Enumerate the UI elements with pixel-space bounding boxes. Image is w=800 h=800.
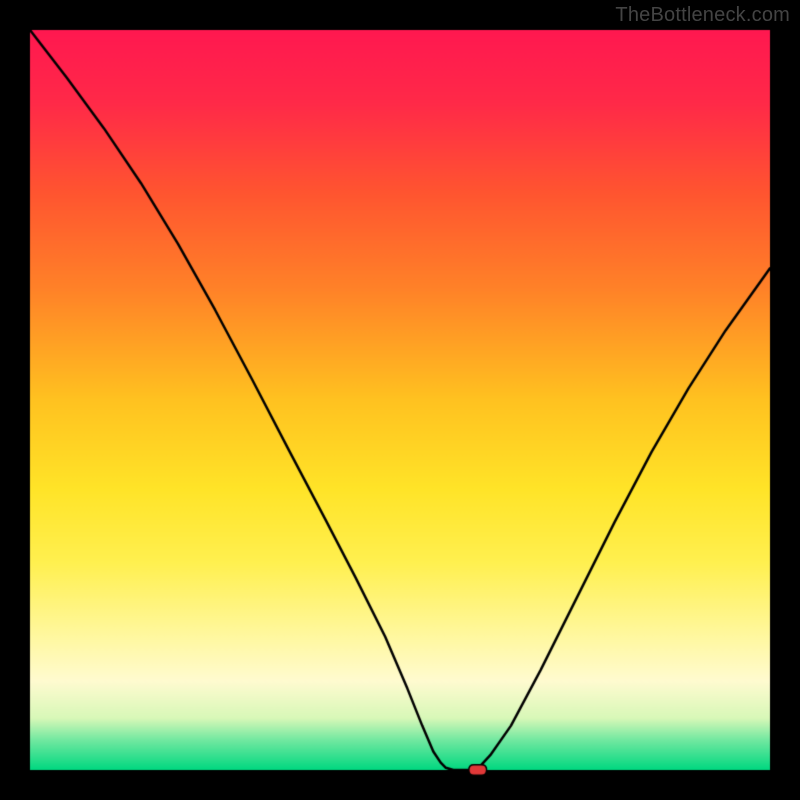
chart-container: TheBottleneck.com (0, 0, 800, 800)
watermark-label: TheBottleneck.com (615, 4, 790, 27)
bottleneck-curve-chart (0, 0, 800, 800)
